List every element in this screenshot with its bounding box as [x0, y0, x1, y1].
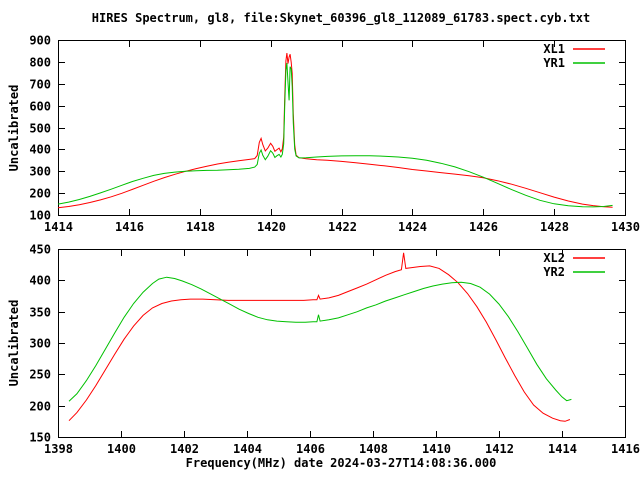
y-tick-label: 800 — [29, 56, 51, 70]
y-tick-label: 200 — [29, 187, 51, 201]
x-tick-label: 1412 — [485, 442, 514, 456]
x-tick-label: 1398 — [44, 442, 73, 456]
axis-frame — [58, 249, 626, 438]
x-tick-label: 1414 — [548, 442, 577, 456]
series-YR1 — [57, 62, 613, 208]
legend-label-YR2: YR2 — [543, 265, 565, 279]
y-tick-label: 100 — [29, 209, 51, 223]
x-tick-label: 1424 — [398, 220, 427, 234]
legend-label-XL1: XL1 — [543, 42, 565, 56]
x-tick-label: 1400 — [107, 442, 136, 456]
x-tick-label: 1416 — [115, 220, 144, 234]
y-tick-label: 450 — [29, 243, 51, 257]
x-tick-label: 1422 — [328, 220, 357, 234]
y-tick-label: 350 — [29, 306, 51, 320]
x-tick-label: 1414 — [44, 220, 73, 234]
x-axis-label: Frequency(MHz) date 2024-03-27T14:08:36.… — [185, 456, 497, 470]
legend-label-XL2: XL2 — [543, 251, 565, 265]
x-tick-label: 1418 — [186, 220, 215, 234]
y-tick-label: 700 — [29, 78, 51, 92]
panel-bottom: 1398 1400 1402 1404 1406 1408 1410 1412 1414 1416… — [29, 243, 640, 457]
y-axis-label-bottom: Uncalibrated — [7, 299, 21, 387]
x-tick-label: 1420 — [257, 220, 286, 234]
y-tick-label: 300 — [29, 337, 51, 351]
y-tick-label: 900 — [29, 34, 51, 48]
series-XL1 — [57, 53, 613, 209]
y-tick-label: 250 — [29, 368, 51, 382]
series-XL2 — [68, 252, 571, 422]
axis-frame — [58, 40, 626, 216]
x-tick-label: 1402 — [170, 442, 199, 456]
y-tick-label: 500 — [29, 122, 51, 136]
y-tick-label: 300 — [29, 165, 51, 179]
x-tick-label: 1404 — [233, 442, 262, 456]
x-tick-label: 1410 — [422, 442, 451, 456]
x-tick-label: 1408 — [359, 442, 388, 456]
plot-title: HIRES Spectrum, gl8, file:Skynet_60396_g… — [91, 11, 591, 25]
y-tick-label: 150 — [29, 431, 51, 445]
y-tick-label: 400 — [29, 143, 51, 157]
x-tick-label: 1426 — [469, 220, 498, 234]
panel-top: 1414 1416 1418 1420 1422 1424 1426 1428 1430 100 2… — [29, 34, 640, 235]
x-tick-label: 1430 — [611, 220, 640, 234]
y-tick-label: 600 — [29, 100, 51, 114]
y-tick-label: 200 — [29, 400, 51, 414]
y-tick-label: 400 — [29, 274, 51, 288]
y-axis-label-top: Uncalibrated — [7, 84, 21, 172]
x-tick-label: 1416 — [611, 442, 640, 456]
x-tick-label: 1428 — [540, 220, 569, 234]
x-tick-label: 1406 — [296, 442, 325, 456]
series-YR2 — [68, 276, 572, 402]
legend-label-YR1: YR1 — [543, 56, 565, 70]
